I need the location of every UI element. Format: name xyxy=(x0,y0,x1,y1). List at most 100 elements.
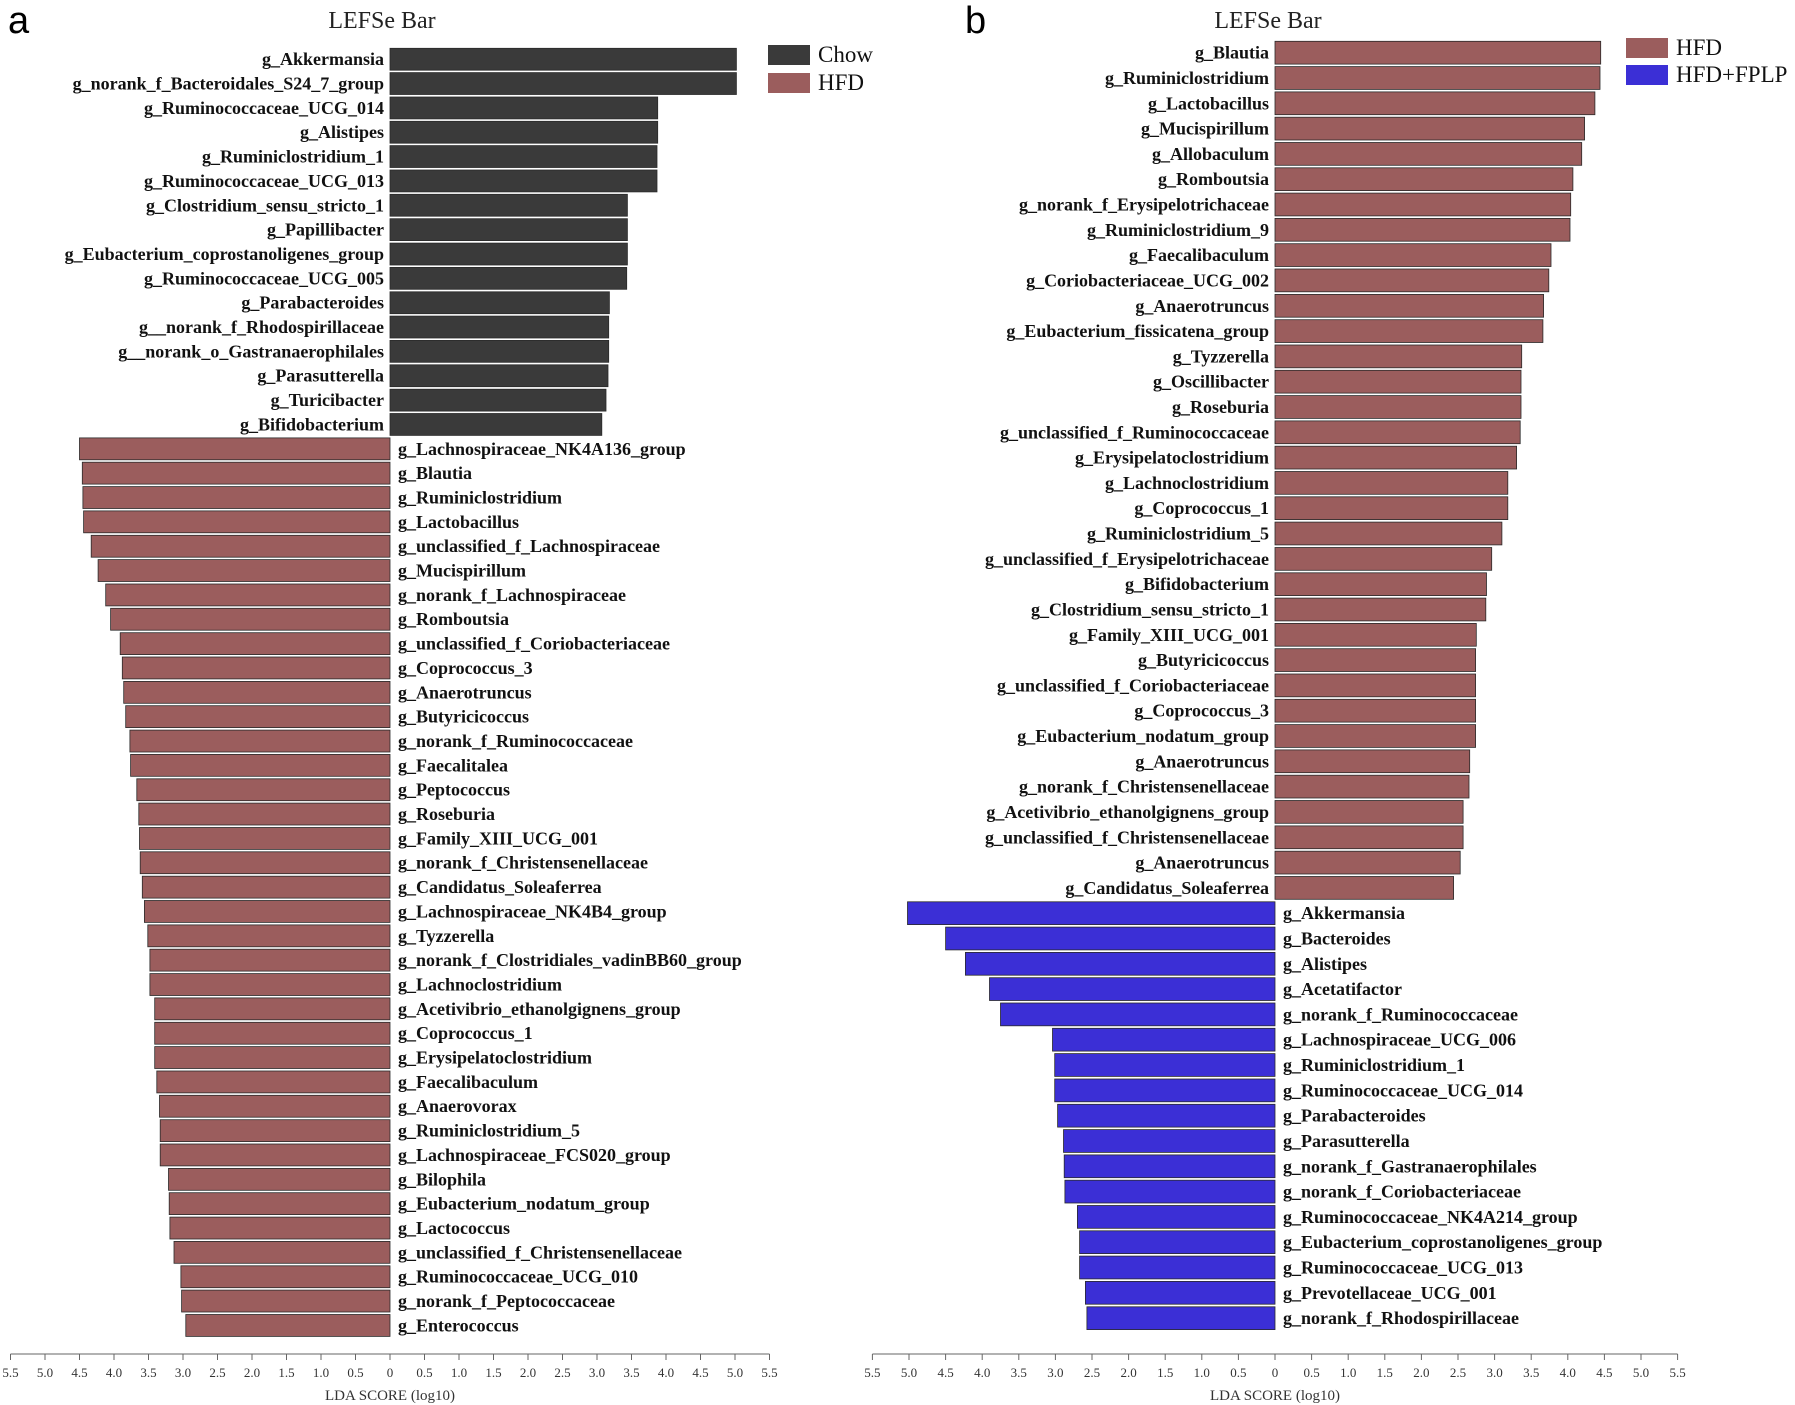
category-label: g_Candidatus_Soleaferrea xyxy=(398,877,602,897)
category-label: g_Eubacterium_coprostanoligenes_group xyxy=(65,244,384,264)
bar-hfd-g-roseburia xyxy=(1274,395,1522,419)
x-tick-label: 5.0 xyxy=(901,1365,917,1380)
category-label: g_Romboutsia xyxy=(398,609,509,629)
category-label: g_Bifidobacterium xyxy=(1125,574,1269,594)
category-label: g_Ruminiclostridium_9 xyxy=(1087,220,1269,240)
category-label: g_Lachnospiraceae_FCS020_group xyxy=(398,1145,671,1165)
category-label: g_Papillibacter xyxy=(267,220,384,240)
panel-b-x-axis-label: LDA SCORE (log10) xyxy=(1210,1388,1340,1404)
category-label: g_Romboutsia xyxy=(1158,169,1269,189)
panel-a-legend: Chow HFD xyxy=(768,42,873,95)
category-label: g_Bilophila xyxy=(398,1169,486,1189)
bar-hfd-g-coprococcus-3 xyxy=(1274,698,1477,723)
x-tick-label: 2.5 xyxy=(1084,1365,1100,1380)
legend-label-hfd-b: HFD xyxy=(1676,35,1722,60)
x-tick-label: 5.5 xyxy=(2,1365,18,1380)
bar-hfd-g-faecalitalea xyxy=(130,754,391,777)
x-tick-label: 3.0 xyxy=(1047,1365,1063,1380)
x-tick-label: 0.5 xyxy=(347,1365,363,1380)
category-label: g_Family_XIII_UCG_001 xyxy=(398,828,598,848)
category-label: g_Ruminococcaceae_UCG_013 xyxy=(1283,1258,1523,1278)
x-tick-label: 1.0 xyxy=(1340,1365,1356,1380)
category-label: g_Ruminococcaceae_UCG_005 xyxy=(144,268,384,288)
bar-hfd-g-erysipelatoclostridium xyxy=(1274,445,1518,470)
panel-a-title: LEFSe Bar xyxy=(328,8,435,34)
bar-hfd-g-norank-f-peptococcaceae xyxy=(181,1289,391,1313)
category-label: g_norank_f_Bacteroidales_S24_7_group xyxy=(73,74,384,94)
bar-hfd-g-candidatus-soleaferrea xyxy=(141,875,391,899)
bar-hfd-fplp-g-acetatifactor xyxy=(989,977,1276,1001)
bar-hfd-fplp-g-norank-f-gastranaerophilales xyxy=(1063,1154,1276,1179)
bar-hfd-g-lachnospiraceae-nk4a136-group xyxy=(79,437,391,461)
bar-hfd-g-bilophila xyxy=(168,1168,391,1191)
x-tick-label: 5.5 xyxy=(1669,1365,1685,1380)
category-label: g_Alistipes xyxy=(1283,954,1367,974)
x-tick-label: 1.5 xyxy=(485,1365,501,1380)
category-label: g_Parasutterella xyxy=(1283,1131,1410,1151)
category-label: g_Faecalibaculum xyxy=(398,1072,538,1092)
bar-hfd-g-unclassified-f-ruminococcaceae xyxy=(1274,420,1521,445)
bar-chow-g-alistipes xyxy=(389,120,659,144)
category-label: g_Akkermansia xyxy=(262,49,384,69)
x-tick-label: 3.5 xyxy=(1523,1365,1539,1380)
bar-hfd-g-lachnospiraceae-fcs020-group xyxy=(159,1143,391,1167)
x-tick-label: 3.5 xyxy=(623,1365,639,1380)
category-label: g_Erysipelatoclostridium xyxy=(398,1048,592,1068)
category-label: g_Anaerotruncus xyxy=(1135,296,1269,316)
bar-hfd-g-coprococcus-1 xyxy=(154,1021,391,1045)
bar-hfd-g-faecalibaculum xyxy=(156,1070,391,1094)
bar-chow-g-akkermansia xyxy=(389,47,737,71)
x-tick-label: 0.5 xyxy=(416,1365,432,1380)
legend-swatch-hfd-b xyxy=(1626,38,1668,58)
category-label: g_Alistipes xyxy=(300,122,384,142)
bar-hfd-g-acetivibrio-ethanolgignens-group xyxy=(154,997,391,1021)
bar-hfd-g-mucispirillum xyxy=(97,559,391,582)
bar-chow-g-papillibacter xyxy=(389,218,628,241)
x-tick-label: 4.5 xyxy=(71,1365,87,1380)
bar-hfd-fplp-g-norank-f-coriobacteriaceae xyxy=(1064,1179,1276,1204)
bar-hfd-g-norank-f-clostridiales-vadinbb60-group xyxy=(149,948,391,972)
category-label: g_Anaerotruncus xyxy=(1135,853,1269,873)
x-tick-label: 5.0 xyxy=(727,1365,743,1380)
category-label: g_Coprococcus_3 xyxy=(398,658,533,678)
x-tick-label: 2.5 xyxy=(554,1365,570,1380)
bar-hfd-fplp-g-alistipes xyxy=(965,952,1276,976)
category-label: g_Turicibacter xyxy=(271,390,384,410)
bar-hfd-g-unclassified-f-lachnospiraceae xyxy=(90,534,391,558)
bar-hfd-g-lactobacillus xyxy=(83,510,391,534)
bar-hfd-g-tyzzerella xyxy=(1274,344,1523,369)
bar-chow-g-norank-f-bacteroidales-s24-7-group xyxy=(389,72,737,95)
bar-hfd-fplp-g-norank-f-ruminococcaceae xyxy=(1000,1002,1276,1027)
x-tick-label: 5.5 xyxy=(761,1365,777,1380)
x-tick-label: 4.0 xyxy=(106,1365,122,1380)
bar-hfd-g-tyzzerella xyxy=(147,924,391,948)
category-label: g_Ruminococcaceae_UCG_014 xyxy=(144,98,384,118)
category-label: g_Roseburia xyxy=(1172,397,1269,417)
x-tick-label: 1.0 xyxy=(451,1365,467,1380)
category-label: g_norank_f_Erysipelotrichaceae xyxy=(1019,195,1269,215)
x-tick-label: 2.0 xyxy=(1120,1365,1136,1380)
legend-label-hfd: HFD xyxy=(818,70,864,95)
bar-hfd-g-oscillibacter xyxy=(1274,369,1522,394)
panel-b-legend: HFD HFD+FPLP xyxy=(1626,35,1787,87)
bar-hfd-g-unclassified-f-christensenellaceae xyxy=(173,1241,391,1264)
bar-hfd-g-lachnospiraceae-nk4b4-group xyxy=(143,900,391,923)
x-tick-label: 3.0 xyxy=(1486,1365,1502,1380)
x-tick-label: 3.0 xyxy=(175,1365,191,1380)
bar-hfd-g-norank-f-ruminococcaceae xyxy=(129,729,391,753)
legend-swatch-chow xyxy=(768,45,810,65)
category-label: g_Ruminococcaceae_UCG_010 xyxy=(398,1267,638,1287)
category-label: g_norank_f_Gastranaerophilales xyxy=(1283,1156,1537,1176)
bar-hfd-g-butyricicoccus xyxy=(125,705,391,729)
bar-hfd-g-candidatus-soleaferrea xyxy=(1274,876,1455,900)
category-label: g_Erysipelatoclostridium xyxy=(1075,448,1269,468)
category-label: g_unclassified_f_Coriobacteriaceae xyxy=(997,675,1269,695)
category-label: g_Blautia xyxy=(1195,43,1269,63)
bar-hfd-fplp-g-ruminococcaceae-nk4a214-group xyxy=(1077,1205,1276,1229)
bar-hfd-fplp-g-akkermansia xyxy=(907,901,1276,925)
category-label: g_Peptococcus xyxy=(398,780,510,800)
category-label: g_Coprococcus_1 xyxy=(1134,498,1269,518)
bar-chow-g-clostridium-sensu-stricto-1 xyxy=(389,193,628,217)
bar-hfd-g-ruminiclostridium-5 xyxy=(159,1119,391,1142)
